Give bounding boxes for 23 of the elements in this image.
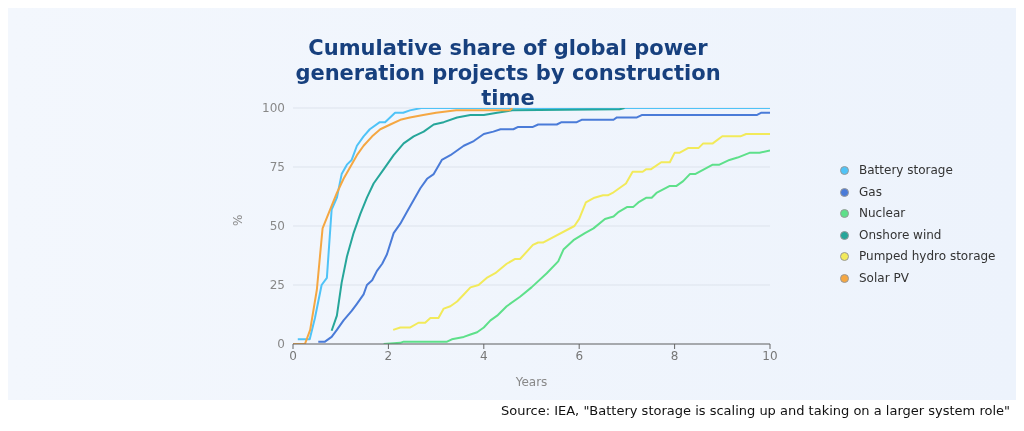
chart-title: Cumulative share of global power generation projects by construction time <box>295 36 721 110</box>
y-tick-label: 75 <box>269 160 285 175</box>
legend-label: Pumped hydro storage <box>859 248 996 265</box>
legend-label: Solar PV <box>859 269 909 287</box>
x-tick-label: 2 <box>384 348 393 363</box>
x-tick-label: 4 <box>479 348 488 363</box>
x-tick-label: 8 <box>670 348 679 363</box>
legend-label: Battery storage <box>859 162 953 179</box>
y-tick-label: 100 <box>262 101 285 116</box>
legend-label: Onshore wind <box>859 226 942 244</box>
y-tick-label: 25 <box>269 278 285 293</box>
legend-label: Gas <box>859 183 882 201</box>
x-tick-label: 6 <box>575 348 584 363</box>
y-axis-title: % <box>231 214 246 226</box>
source-note: Source: IEA, "Battery storage is scaling up and taking on a larger system role" <box>501 403 1010 418</box>
line-series <box>392 132 770 331</box>
x-axis-title: Years <box>514 375 548 389</box>
y-tick-label: 50 <box>269 219 285 234</box>
x-tick-label: 10 <box>762 348 778 363</box>
line-series <box>330 108 626 332</box>
x-tick-label: 0 <box>289 348 297 363</box>
legend-label: Nuclear <box>859 205 906 222</box>
y-tick-label: 0 <box>277 337 285 352</box>
